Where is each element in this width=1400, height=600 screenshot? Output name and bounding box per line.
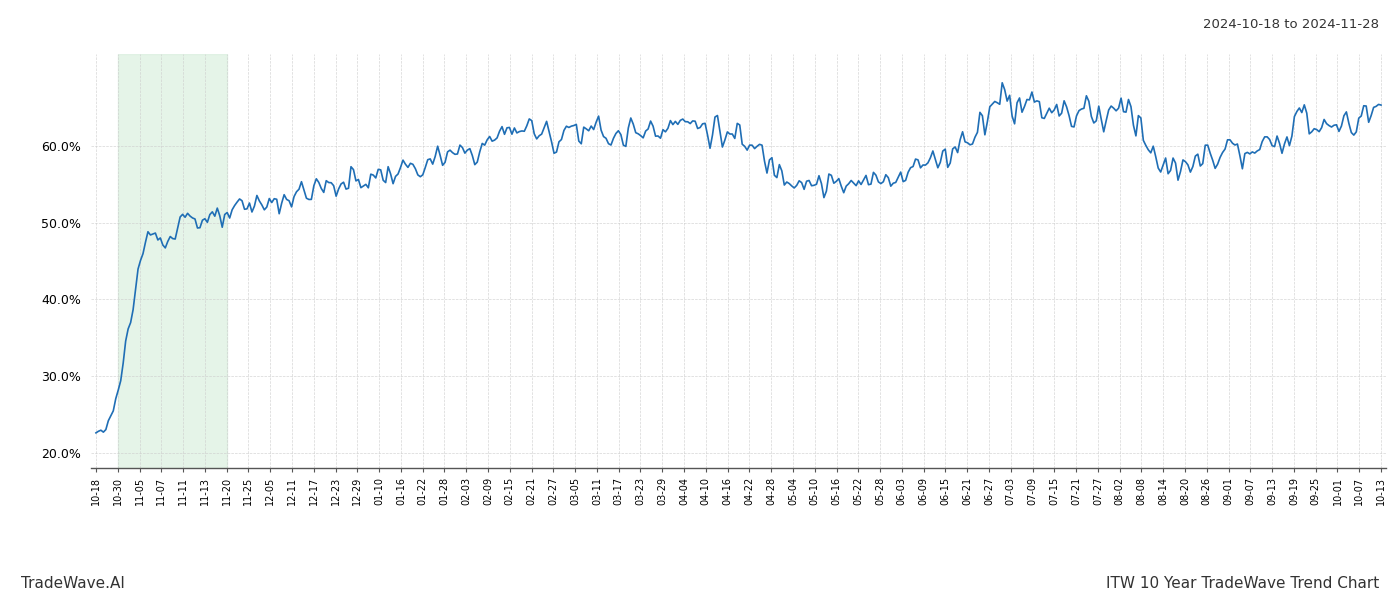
Text: ITW 10 Year TradeWave Trend Chart: ITW 10 Year TradeWave Trend Chart	[1106, 576, 1379, 591]
Text: TradeWave.AI: TradeWave.AI	[21, 576, 125, 591]
Text: 2024-10-18 to 2024-11-28: 2024-10-18 to 2024-11-28	[1203, 18, 1379, 31]
Bar	[118, 54, 227, 468]
